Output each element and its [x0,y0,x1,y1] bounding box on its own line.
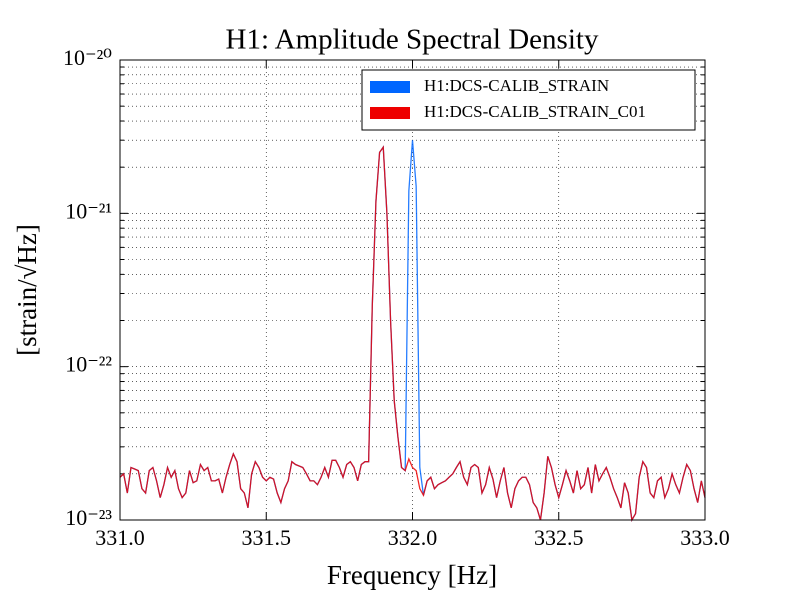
legend-swatch [370,107,410,119]
legend-label: H1:DCS-CALIB_STRAIN_C01 [424,102,646,121]
legend-label: H1:DCS-CALIB_STRAIN [424,76,609,95]
x-tick-label: 332.5 [534,525,584,550]
y-axis-label: [strain/√Hz] [12,224,42,356]
chart-title: H1: Amplitude Spectral Density [226,24,599,56]
series-line [119,145,706,522]
x-tick-label: 332.0 [388,525,438,550]
x-tick-label: 331.5 [242,525,292,550]
legend: H1:DCS-CALIB_STRAIN H1:DCS-CALIB_STRAIN_C… [361,69,696,131]
y-tick-label: 10⁻²² [65,352,112,377]
legend-box [361,69,696,131]
y-tick-label: 10⁻²⁰ [63,45,112,70]
legend-swatch [370,81,410,93]
x-tick-label: 331.0 [95,525,145,550]
y-tick-label: 10⁻²¹ [65,198,112,223]
x-tick-label: 333.0 [680,525,730,550]
plot-frame [119,59,706,521]
y-tick-label: 10⁻²³ [65,505,112,530]
x-axis-label: Frequency [Hz] [327,560,497,590]
